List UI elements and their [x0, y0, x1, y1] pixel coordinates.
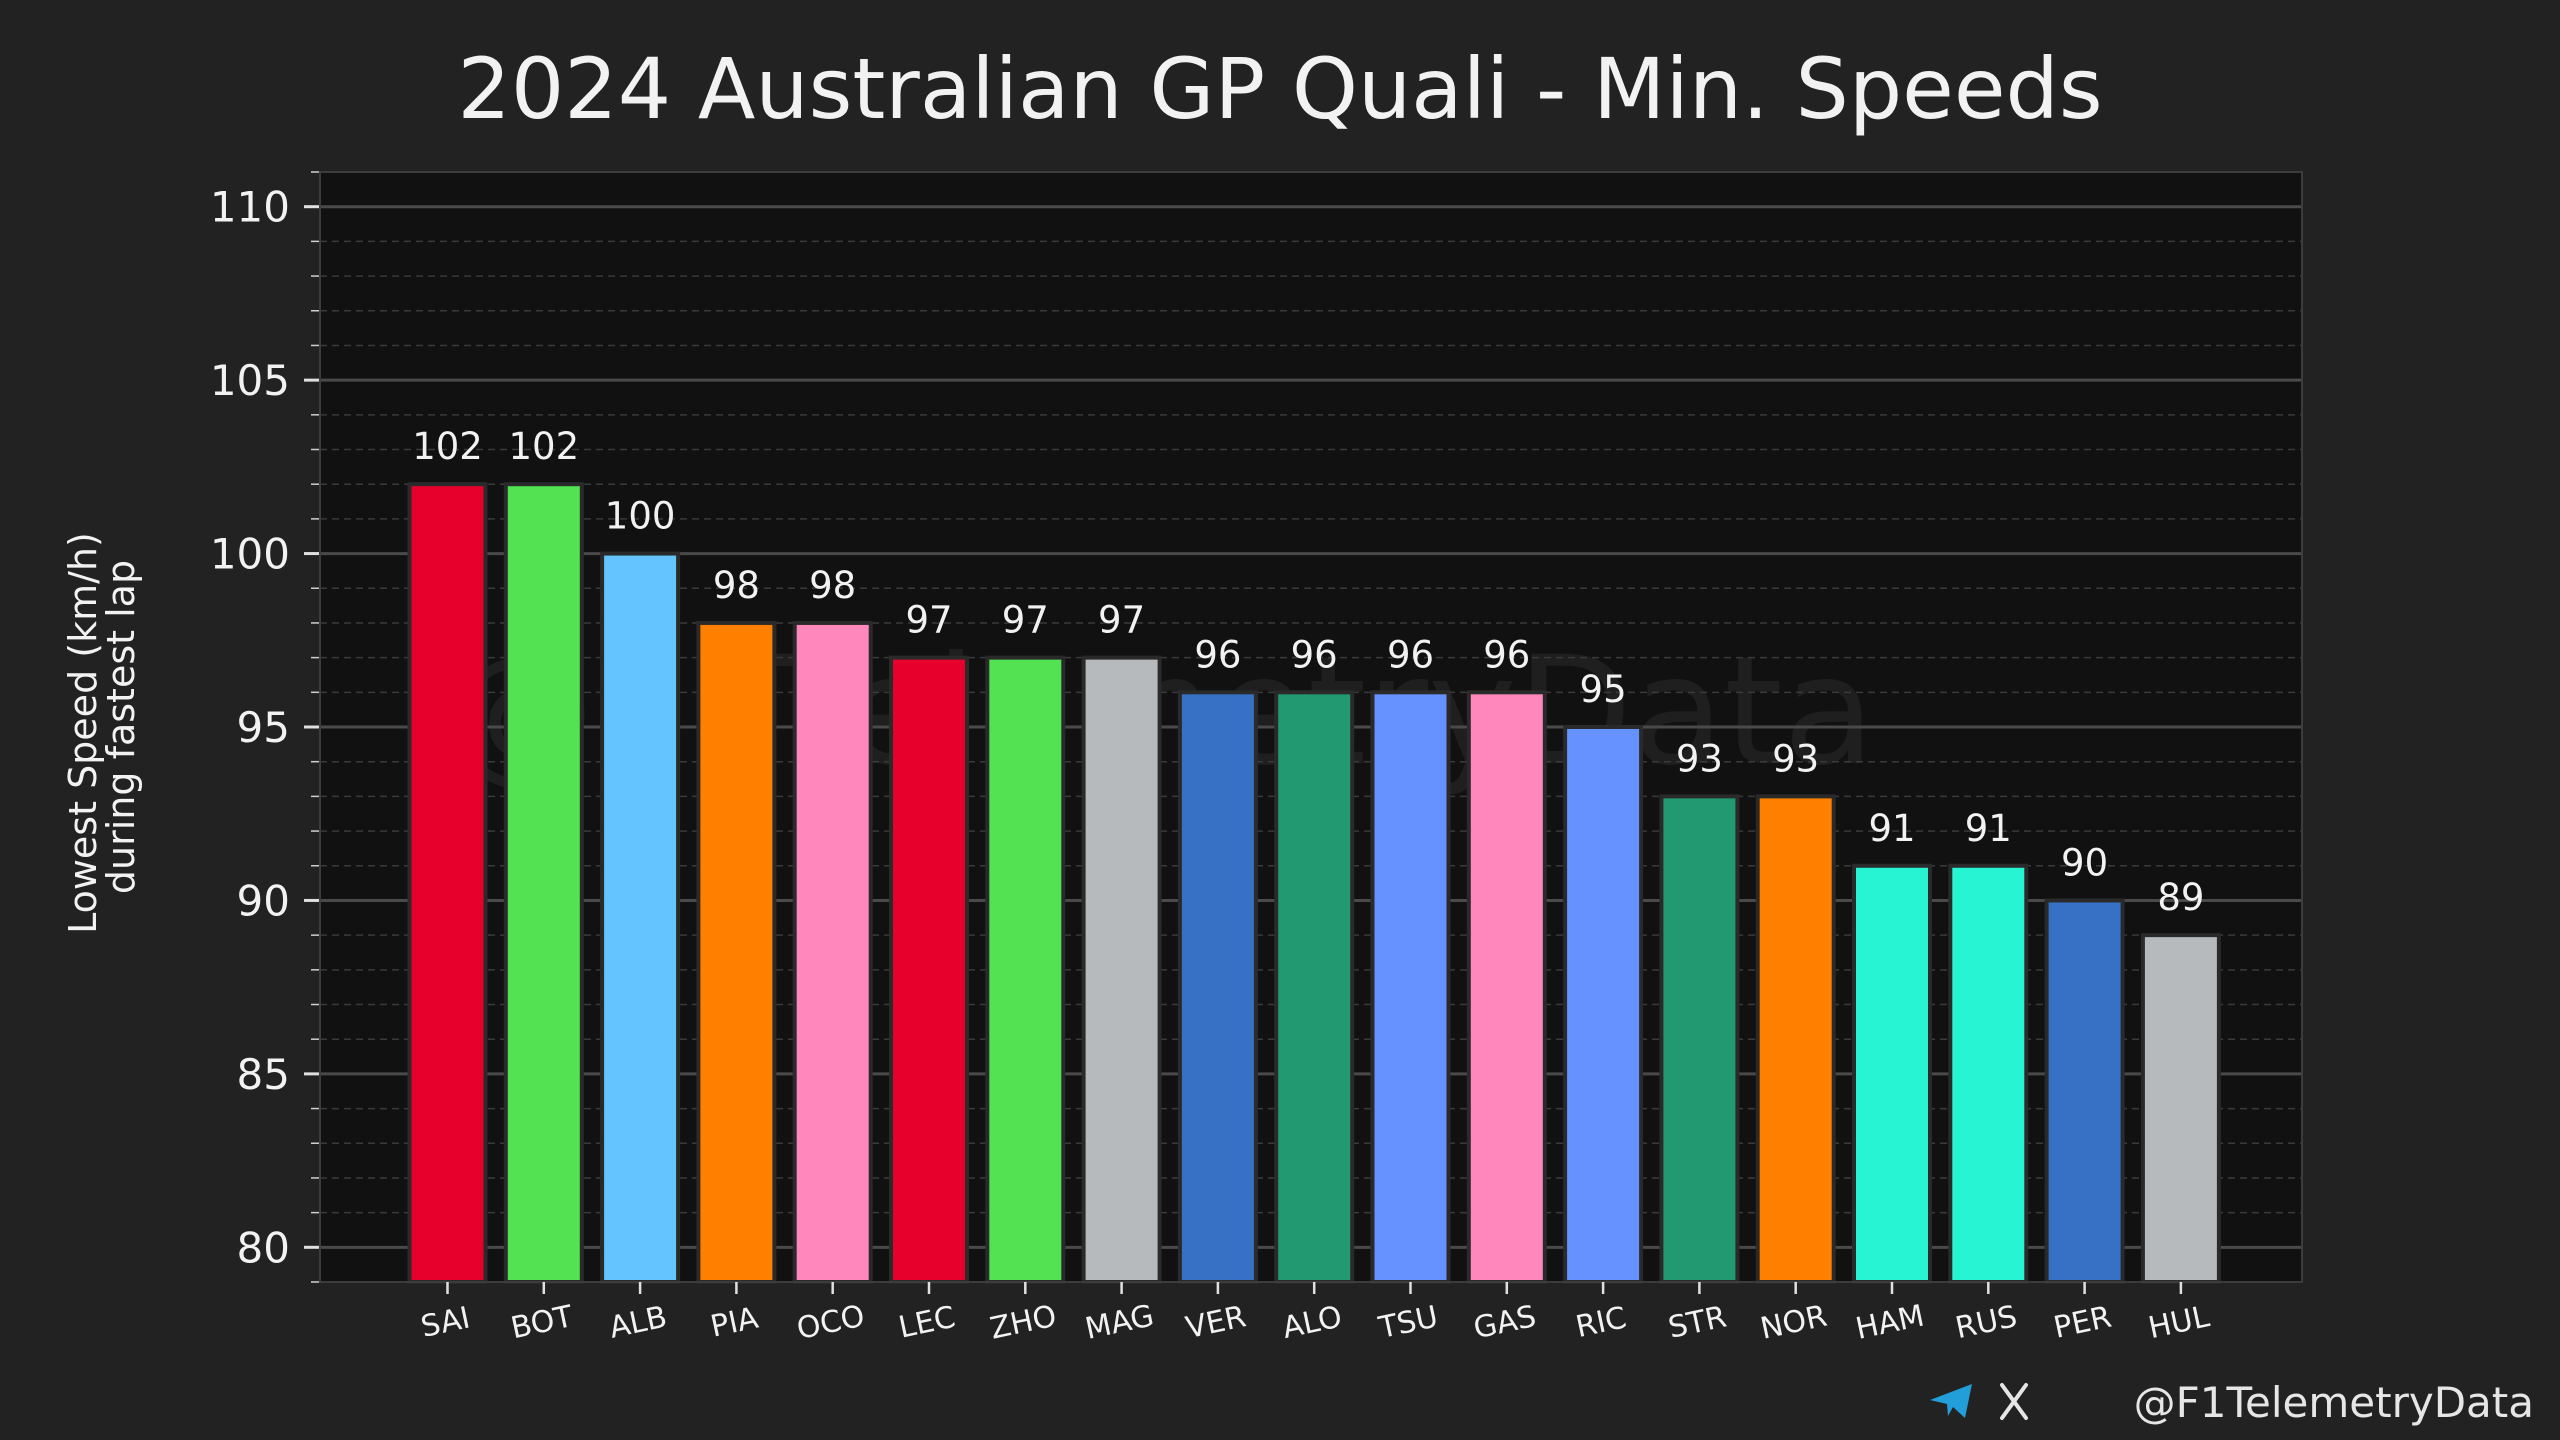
data-label-alo: 96 [1291, 633, 1338, 676]
y-tick-label: 95 [237, 703, 290, 752]
data-label-rus: 91 [1965, 807, 2012, 850]
bar-sai [407, 482, 488, 1284]
data-label-nor: 93 [1772, 737, 1819, 780]
bar-alb [600, 551, 681, 1284]
bar-nor [1755, 794, 1836, 1284]
data-label-bot: 102 [508, 425, 579, 468]
data-label-oco: 98 [809, 564, 856, 607]
data-label-gas: 96 [1483, 633, 1530, 676]
data-label-alb: 100 [605, 495, 676, 538]
bar-mag [1081, 655, 1162, 1284]
data-label-ver: 96 [1194, 633, 1241, 676]
data-label-hul: 89 [2157, 876, 2204, 919]
footer: @F1TelemetryData [1930, 1378, 2534, 1427]
data-label-zho: 97 [1002, 599, 1049, 642]
x-logo-icon[interactable] [2000, 1383, 2028, 1420]
y-axis-label-line-1: Lowest Speed (km/h) [61, 532, 105, 934]
data-label-ham: 91 [1868, 807, 1915, 850]
bar-hul [2140, 933, 2221, 1284]
bar-ham [1852, 863, 1932, 1284]
bar-bot [503, 482, 584, 1284]
y-axis-label-line-2: during fastest lap [99, 560, 143, 894]
data-label-ric: 95 [1580, 668, 1627, 711]
y-axis-label: Lowest Speed (km/h) during fastest lap [61, 520, 143, 934]
data-label-pia: 98 [713, 564, 760, 607]
data-label-str: 93 [1676, 737, 1723, 780]
y-tick-label: 110 [210, 183, 290, 232]
bar-rus [1948, 863, 2029, 1284]
data-labels: 102 102 100 98 98 97 97 97 96 96 96 96 95 93 93 91 91 90 8… [412, 425, 2204, 919]
bar-gas [1466, 690, 1547, 1284]
y-tick-label: 105 [210, 356, 290, 405]
y-tick-label: 90 [237, 876, 290, 925]
footer-handle[interactable]: @F1TelemetryData [2134, 1378, 2534, 1427]
bar-per [2044, 898, 2125, 1284]
bar-ver [1177, 690, 1258, 1284]
y-tick-label: 80 [237, 1223, 290, 1272]
bar-zho [985, 655, 1066, 1284]
y-tick-label: 100 [210, 530, 290, 579]
y-tick-label: 85 [237, 1050, 290, 1099]
data-label-per: 90 [2061, 841, 2108, 884]
bar-str [1659, 794, 1740, 1284]
plot-frame [319, 171, 2303, 1283]
data-label-lec: 97 [905, 599, 952, 642]
bar-oco [792, 620, 873, 1284]
bar-lec [889, 655, 969, 1284]
data-label-mag: 97 [1098, 599, 1145, 642]
bar-ric [1563, 725, 1644, 1284]
bar-pia [696, 620, 777, 1284]
bar-alo [1274, 690, 1355, 1284]
telegram-icon[interactable] [1930, 1384, 1972, 1418]
bar-tsu [1370, 690, 1451, 1284]
bar-series [407, 482, 2221, 1284]
data-label-tsu: 96 [1387, 633, 1434, 676]
chart-title: 2024 Australian GP Quali - Min. Speeds [457, 40, 2102, 138]
data-label-sai: 102 [412, 425, 483, 468]
